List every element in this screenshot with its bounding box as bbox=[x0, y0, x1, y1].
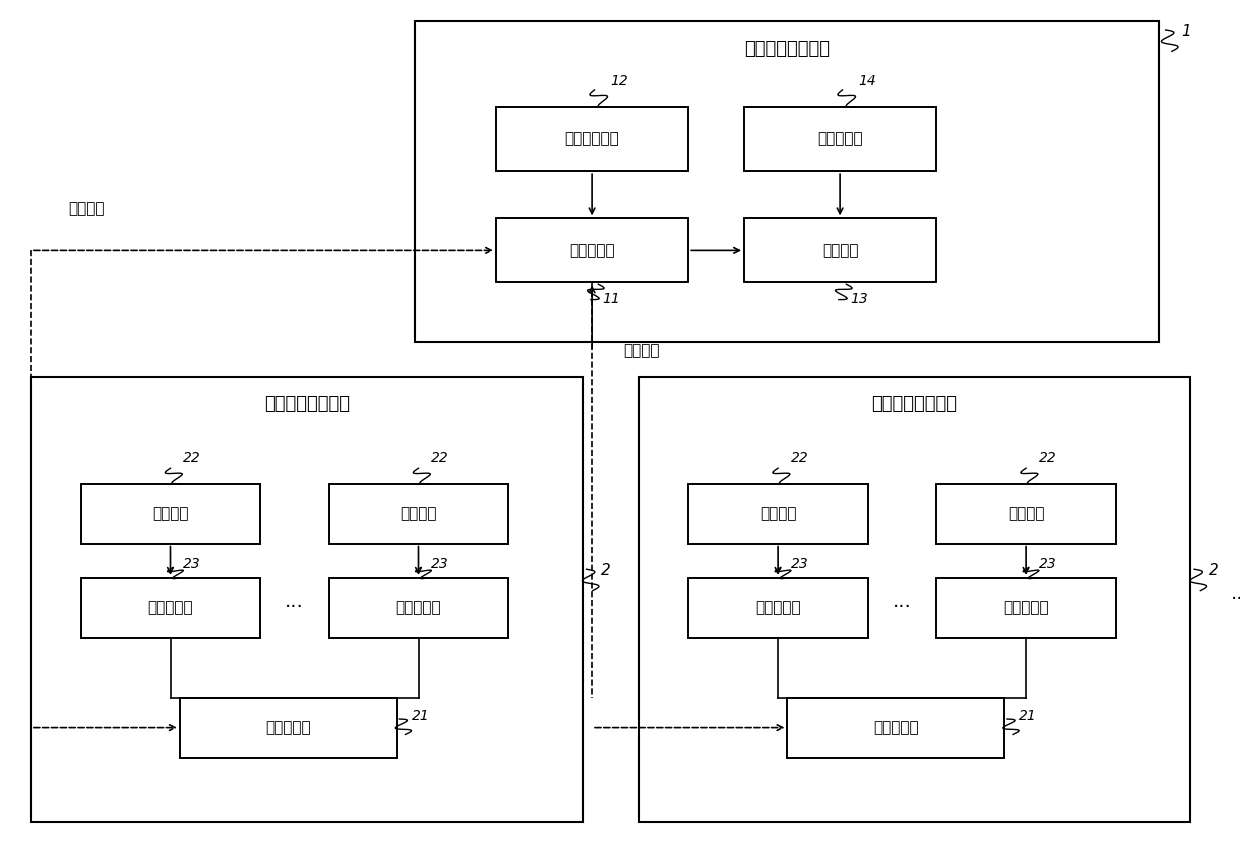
Bar bbox=[688, 578, 868, 638]
Text: 发射线圈: 发射线圈 bbox=[401, 506, 436, 521]
Bar bbox=[787, 698, 1004, 758]
Text: 22: 22 bbox=[1039, 451, 1056, 465]
Text: 无线充电接收装置: 无线充电接收装置 bbox=[744, 40, 831, 58]
Text: ···: ··· bbox=[1230, 590, 1240, 609]
Text: 供电控制器: 供电控制器 bbox=[1003, 600, 1049, 615]
Text: ···: ··· bbox=[285, 598, 304, 617]
Text: 1: 1 bbox=[1182, 23, 1192, 39]
Text: 22: 22 bbox=[184, 451, 201, 465]
Text: ···: ··· bbox=[893, 598, 911, 617]
Bar bbox=[31, 377, 583, 822]
Bar bbox=[81, 484, 260, 544]
Text: 23: 23 bbox=[1039, 557, 1056, 571]
Text: 23: 23 bbox=[184, 557, 201, 571]
Text: 22: 22 bbox=[432, 451, 449, 465]
Bar bbox=[936, 578, 1116, 638]
Text: 11: 11 bbox=[603, 293, 620, 306]
Text: 发射线圈: 发射线圈 bbox=[760, 506, 796, 521]
Text: 22: 22 bbox=[791, 451, 808, 465]
Bar bbox=[639, 377, 1190, 822]
Text: 路段控制器: 路段控制器 bbox=[265, 720, 311, 735]
Bar bbox=[496, 107, 688, 171]
Text: 无线通信: 无线通信 bbox=[68, 201, 104, 217]
Text: 21: 21 bbox=[1019, 710, 1037, 723]
Text: 发射线圈: 发射线圈 bbox=[153, 506, 188, 521]
Text: 无线充电发射装置: 无线充电发射装置 bbox=[264, 395, 350, 413]
Text: 供电控制器: 供电控制器 bbox=[396, 600, 441, 615]
Bar bbox=[496, 218, 688, 282]
Bar bbox=[688, 484, 868, 544]
Text: 供电控制器: 供电控制器 bbox=[755, 600, 801, 615]
Text: 23: 23 bbox=[791, 557, 808, 571]
Bar bbox=[744, 218, 936, 282]
Text: 2: 2 bbox=[1209, 562, 1219, 578]
Bar bbox=[415, 21, 1159, 342]
Bar bbox=[81, 578, 260, 638]
Text: 23: 23 bbox=[432, 557, 449, 571]
Text: 接收线圈: 接收线圈 bbox=[822, 243, 858, 258]
Bar bbox=[936, 484, 1116, 544]
Bar bbox=[744, 107, 936, 171]
Text: 发射线圈: 发射线圈 bbox=[1008, 506, 1044, 521]
Text: 无线充电发射装置: 无线充电发射装置 bbox=[872, 395, 957, 413]
Bar bbox=[329, 578, 508, 638]
Text: 供电控制器: 供电控制器 bbox=[148, 600, 193, 615]
Bar bbox=[180, 698, 397, 758]
Text: 接收控制器: 接收控制器 bbox=[569, 243, 615, 258]
Text: 12: 12 bbox=[611, 74, 629, 88]
Bar bbox=[329, 484, 508, 544]
Text: 14: 14 bbox=[858, 74, 877, 88]
Text: 无线通信: 无线通信 bbox=[624, 343, 660, 359]
Text: 21: 21 bbox=[412, 710, 429, 723]
Text: 功率变换器: 功率变换器 bbox=[817, 132, 863, 146]
Text: 路段控制器: 路段控制器 bbox=[873, 720, 919, 735]
Text: 2: 2 bbox=[601, 562, 611, 578]
Text: 13: 13 bbox=[851, 293, 868, 306]
Text: 车载定位装置: 车载定位装置 bbox=[564, 132, 620, 146]
